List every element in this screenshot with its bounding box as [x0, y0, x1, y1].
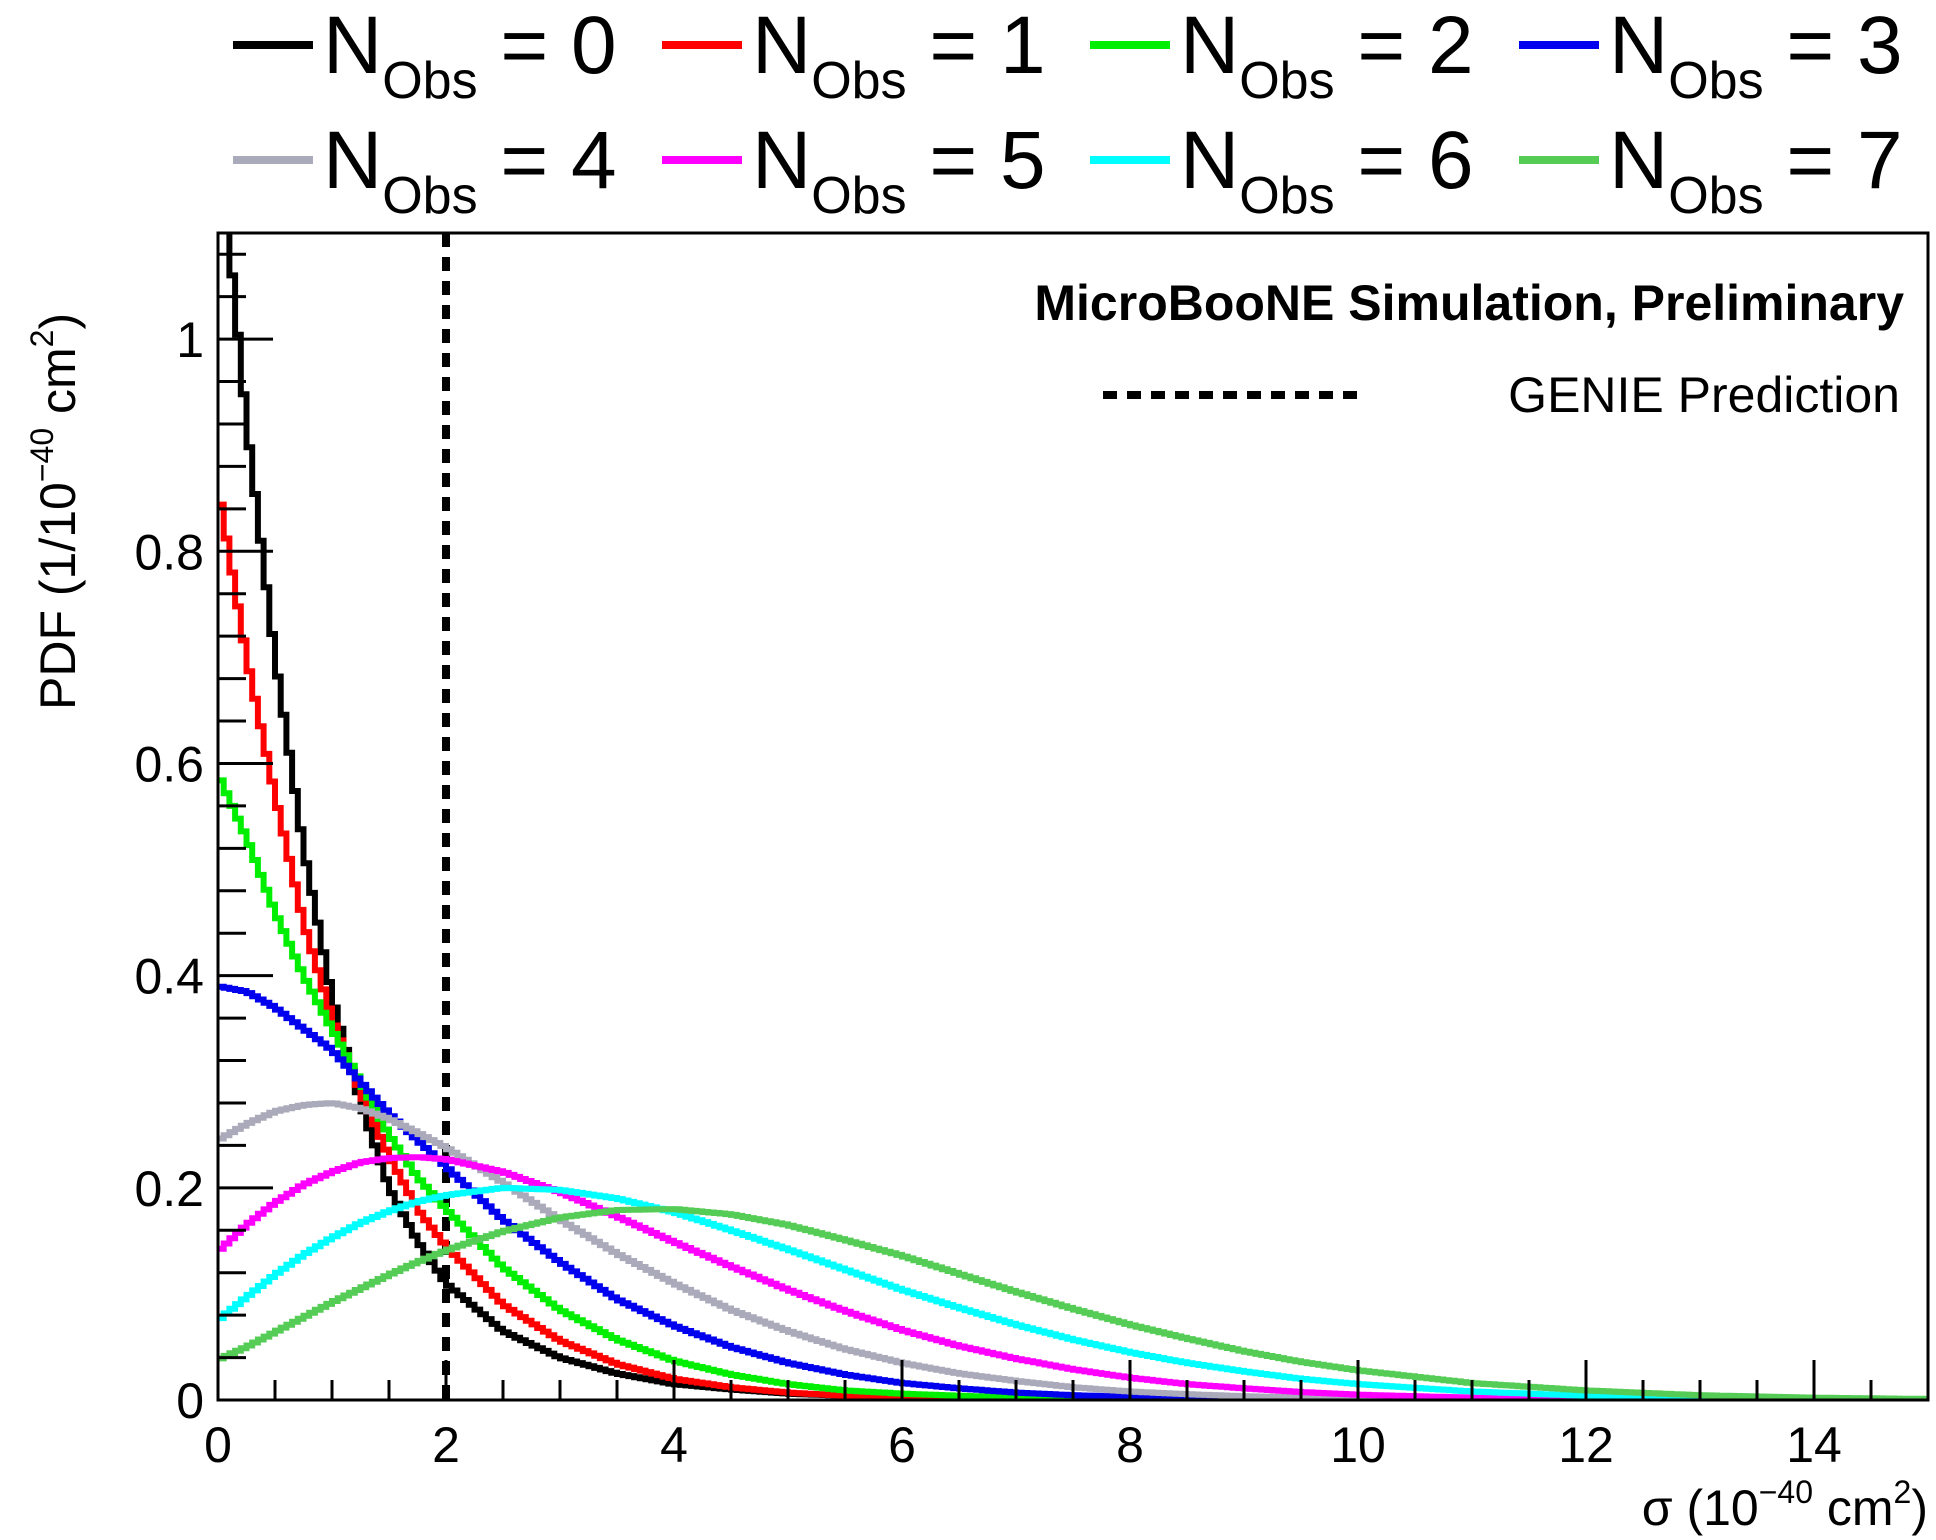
x-tick-label: 10 — [1330, 1417, 1386, 1473]
series-line-nobs-5 — [218, 1154, 1928, 1400]
x-tick-label: 6 — [888, 1417, 916, 1473]
legend-label: NObs = 1 — [752, 0, 1046, 110]
x-tick-label: 4 — [660, 1417, 688, 1473]
legend-item-nobs-5: NObs = 5 — [662, 115, 1046, 225]
y-tick-label: 0.4 — [134, 949, 204, 1005]
x-tick-label: 2 — [432, 1417, 460, 1473]
series-line-nobs-4 — [218, 1100, 1928, 1400]
legend-item-nobs-2: NObs = 2 — [1090, 0, 1474, 110]
y-tick-label: 0.6 — [134, 736, 204, 792]
legend-item-nobs-7: NObs = 7 — [1519, 115, 1903, 225]
legend-label: NObs = 3 — [1609, 0, 1903, 110]
series-line-nobs-0 — [226, 233, 1928, 1400]
y-tick-label: 0.2 — [134, 1161, 204, 1217]
legend-item-nobs-0: NObs = 0 — [233, 0, 617, 110]
legend-label: NObs = 5 — [752, 115, 1046, 225]
y-tick-label: 0 — [176, 1373, 204, 1429]
legend: NObs = 0 NObs = 1 NObs = 2 NObs = 3 NObs = 4… — [233, 0, 1903, 225]
legend-label: NObs = 0 — [323, 0, 617, 110]
x-tick-label: 8 — [1116, 1417, 1144, 1473]
series-line-nobs-1 — [218, 501, 1928, 1400]
legend-item-nobs-1: NObs = 1 — [662, 0, 1046, 110]
legend-item-nobs-3: NObs = 3 — [1519, 0, 1903, 110]
axis-ticks: 0 2 4 6 8 10 12 14 0 0.2 0.4 0.6 0.8 1 — [134, 252, 1873, 1473]
series-line-nobs-2 — [218, 777, 1928, 1400]
series-line-nobs-7 — [218, 1206, 1928, 1400]
legend-label: NObs = 6 — [1180, 115, 1474, 225]
reference-legend-label: GENIE Prediction — [1508, 367, 1900, 423]
legend-item-nobs-4: NObs = 4 — [233, 115, 617, 225]
x-tick-label: 14 — [1786, 1417, 1842, 1473]
y-tick-label: 1 — [176, 312, 204, 368]
x-axis-label: σ (10−40 cm2) — [1642, 1474, 1928, 1536]
y-axis-label: PDF (1/10−40 cm2) — [24, 313, 86, 710]
x-tick-label: 12 — [1558, 1417, 1614, 1473]
chart-annotation: MicroBooNE Simulation, Preliminary — [1034, 275, 1904, 331]
legend-label: NObs = 2 — [1180, 0, 1474, 110]
y-tick-label: 0.8 — [134, 524, 204, 580]
legend-label: NObs = 4 — [323, 115, 617, 225]
x-tick-label: 0 — [204, 1417, 232, 1473]
series-group — [218, 233, 1928, 1400]
legend-item-nobs-6: NObs = 6 — [1090, 115, 1474, 225]
legend-label: NObs = 7 — [1609, 115, 1903, 225]
